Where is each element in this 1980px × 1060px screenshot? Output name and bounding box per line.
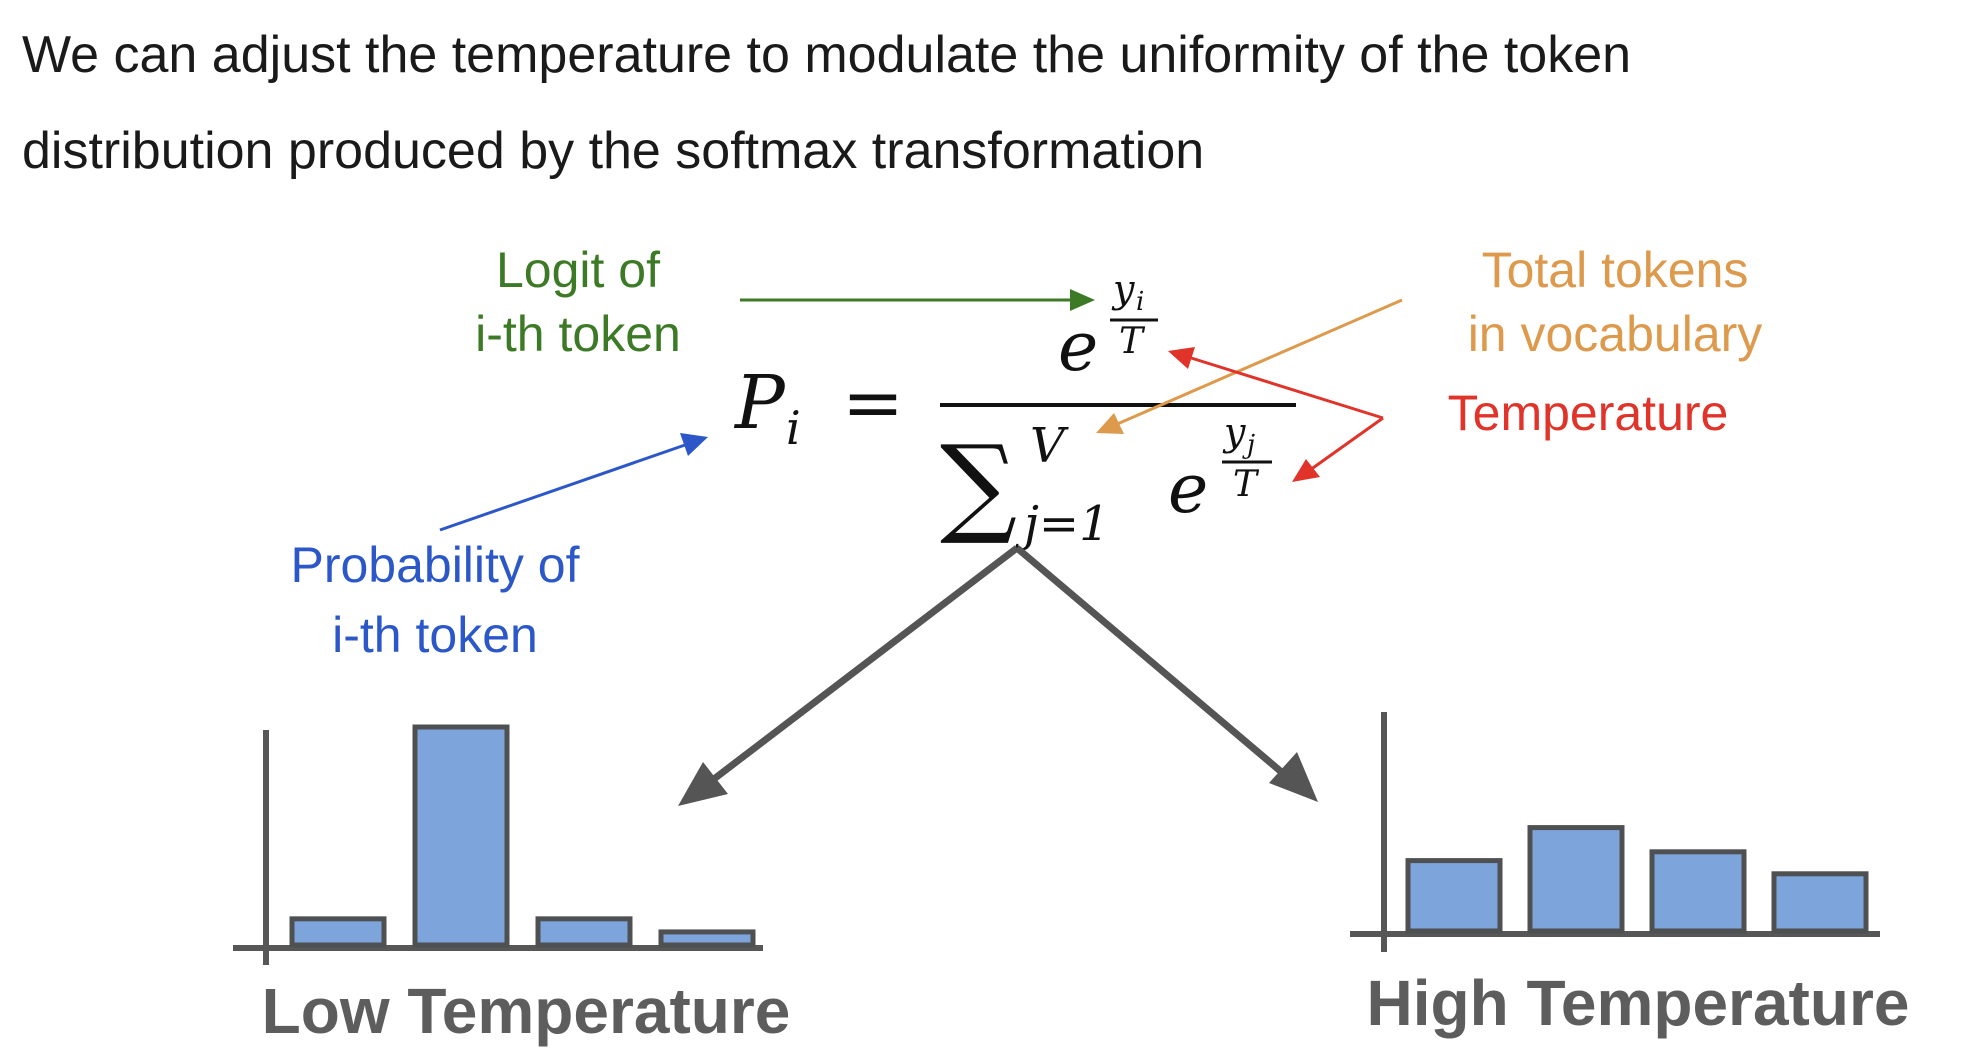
temperature-label: Temperature [1448, 385, 1729, 441]
high-chart-bar-3 [1649, 849, 1747, 934]
vocab-arrow [1096, 298, 1403, 434]
temperature-arrows [1168, 347, 1384, 482]
low-temperature-label: Low Temperature [262, 975, 791, 1047]
formula-p-subscript: i [786, 401, 801, 455]
formula-p: P [733, 360, 786, 446]
low-temperature-arrow [678, 545, 1020, 806]
high-temperature-arrow [1014, 545, 1318, 802]
low-chart-bar-1 [289, 916, 387, 948]
sum-symbol: ∑ [940, 423, 1017, 548]
denominator-exp-y: y [1222, 410, 1246, 454]
denominator-exp-t: T [1233, 464, 1260, 505]
formula-equals: = [842, 360, 904, 446]
probability-label-line-1: Probability of [290, 537, 579, 593]
low-temperature-chart [233, 724, 763, 965]
vocab-label-line-2: in vocabulary [1468, 306, 1763, 362]
high-temperature-label: High Temperature [1367, 967, 1910, 1039]
low-chart-bars [289, 724, 756, 948]
probability-arrow [439, 433, 708, 532]
numerator-e: e [1058, 308, 1098, 387]
low-chart-bar-3 [535, 916, 633, 948]
probability-label-line-2: i-th token [332, 607, 538, 663]
softmax-formula: P i = e y i T ∑ V j=1 e y j T [733, 267, 1296, 552]
headline-line-2: distribution produced by the softmax tra… [22, 122, 1204, 180]
numerator-exp-t: T [1119, 321, 1146, 362]
high-chart-bar-2 [1527, 825, 1625, 934]
headline-line-1: We can adjust the temperature to modulat… [22, 26, 1631, 84]
low-chart-bar-4 [658, 929, 756, 948]
logit-label-line-2: i-th token [475, 306, 681, 362]
numerator-exp-y-subscript: i [1136, 287, 1144, 317]
denominator-e: e [1168, 450, 1208, 529]
sum-lower-bound: j=1 [1015, 496, 1110, 552]
high-temperature-chart [1350, 712, 1880, 952]
high-chart-bar-1 [1405, 858, 1503, 934]
logit-label-line-1: Logit of [496, 242, 660, 298]
vocab-label-line-1: Total tokens [1482, 242, 1749, 298]
high-chart-bars [1405, 825, 1869, 934]
low-chart-bar-2 [412, 724, 510, 948]
numerator-exp-y: y [1111, 267, 1135, 311]
sum-upper-bound: V [1030, 418, 1069, 474]
logit-arrow [740, 289, 1095, 311]
high-chart-bar-4 [1771, 871, 1869, 934]
